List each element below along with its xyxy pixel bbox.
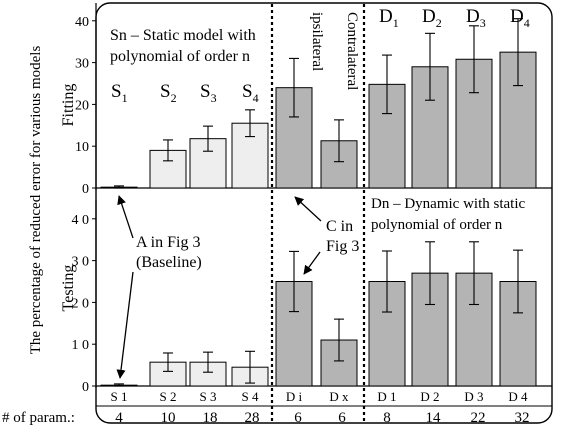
c-arrow-up [294,196,322,222]
c-callout-line1: C in [326,218,353,235]
fitting-bar-label-S4: S4 [242,81,259,105]
y-axis-title: The percentage of reduced error for vari… [28,46,44,355]
fitting-y-tick-label: 20 [75,98,89,113]
c-arrow-down [303,251,321,275]
category-label-Di: D i [286,389,303,404]
category-tick-labels: S 1 S 2 S 3 S 4 D i D x D 1 D 2 D 3 D 4 [111,389,529,404]
baseline-arrow-down [116,271,134,379]
category-label-D1: D 1 [377,389,396,404]
testing-bars [100,241,537,387]
fitting-y-tick-label: 10 [75,140,89,155]
fitting-bar-label-S1: S1 [111,81,128,105]
fitting-panel-label: Fitting [60,84,77,127]
testing-y-ticks: 0 1 0 2 0 3 0 4 0 [72,213,96,395]
fitting-bars [100,18,537,189]
baseline-arrow-up [117,195,134,239]
testing-y-tick-label: 3 0 [72,255,90,270]
fitting-bar-label-Di: ipsilateral [309,12,325,71]
category-label-S3: S 3 [200,389,217,404]
category-label-D2: D 2 [420,389,439,404]
param-value-D4: 32 [515,410,530,426]
fitting-bar-S4 [231,122,269,189]
param-value-S2: 10 [161,410,176,426]
category-label-D4: D 4 [508,389,528,404]
fitting-y-tick-label: 30 [75,57,89,72]
category-label-D3: D 3 [464,389,483,404]
fitting-bar-label-S2: S2 [160,81,177,105]
fitting-y-tick-label: 0 [82,182,89,197]
fitting-bar-label-Dx: Contralateral [344,12,360,90]
param-value-Dx: 6 [338,410,346,426]
c-callout-line2: Fig 3 [326,238,359,255]
baseline-callout-line2: (Baseline) [136,254,202,271]
testing-y-tick-label: 0 [82,380,89,395]
testing-y-tick-label: 1 0 [72,338,90,353]
fitting-bar-label-D2: D2 [422,6,442,30]
param-value-D2: 14 [426,410,442,426]
param-value-S1: 4 [115,410,123,426]
fitting-bar-label-D3: D3 [466,6,486,30]
category-label-S2: S 2 [160,389,177,404]
fitting-y-tick-label: 40 [75,15,89,30]
params-label: # of param.: [2,410,75,426]
fitting-bar-label-S3: S3 [200,81,217,105]
dynamic-model-annotation-line1: Dn – Dynamic with static [371,196,525,212]
param-value-S3: 18 [203,410,218,426]
fitting-bar-label-D1: D1 [379,6,399,30]
fitting-bar-label-D4: D4 [510,6,530,30]
category-label-Dx: D x [329,389,349,404]
baseline-callout-line1: A in Fig 3 [136,234,200,251]
category-label-S4: S 4 [242,389,259,404]
testing-panel-label: Testing [60,265,77,312]
param-value-S4: 28 [245,410,260,426]
param-value-D1: 8 [383,410,391,426]
param-value-Di: 6 [294,410,302,426]
category-label-S1: S 1 [111,389,128,404]
dynamic-model-annotation-line2: polynomial of order n [371,217,503,233]
param-value-D3: 22 [471,410,486,426]
static-model-annotation-line1: Sn – Static model with [110,27,256,44]
testing-y-tick-label: 2 0 [72,296,90,311]
testing-y-tick-label: 4 0 [72,213,90,228]
fitting-y-ticks: 0 10 20 30 40 [75,15,96,197]
fitting-bar-D4 [499,51,537,189]
param-values: 4 10 18 28 6 6 8 14 22 32 [115,410,529,426]
static-model-annotation-line2: polynomial of order n [110,48,250,65]
fitting-bar-S3 [189,138,227,189]
